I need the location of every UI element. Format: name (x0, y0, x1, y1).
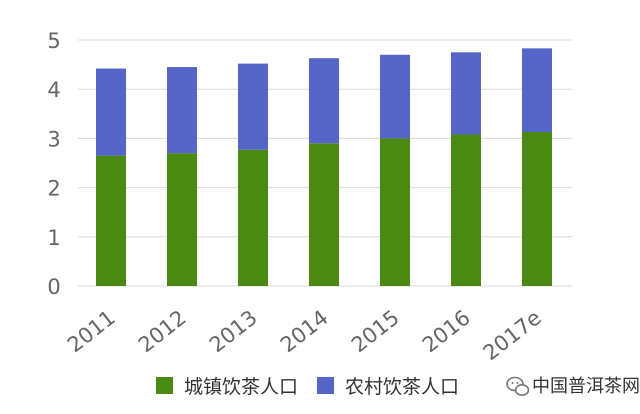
x-tick-label: 2016 (418, 305, 475, 357)
x-tick-label: 2013 (205, 305, 262, 357)
legend-swatch-urban (156, 377, 173, 394)
y-tick-label: 0 (47, 275, 60, 299)
x-tick-label: 2014 (276, 305, 333, 357)
y-tick-label: 3 (47, 127, 60, 151)
y-tick-label: 2 (47, 177, 60, 201)
bar-segment-rural (96, 68, 126, 156)
bar-segment-rural (238, 63, 268, 150)
legend-label-rural: 农村饮茶人口 (345, 376, 459, 398)
x-tick-label: 2012 (134, 305, 191, 357)
bar-segment-rural (380, 54, 410, 139)
bar-segment-urban (238, 149, 268, 286)
legend-label-urban: 城镇饮茶人口 (184, 376, 298, 398)
bar-segment-rural (522, 48, 552, 133)
x-axis: 2011 2012 2013 2014 2015 2016 2017e (63, 305, 546, 365)
bar-segment-urban (167, 153, 197, 286)
bar-segment-rural (309, 58, 339, 144)
y-tick-label: 4 (47, 78, 60, 102)
bar-segment-rural (451, 52, 481, 135)
y-tick-label: 5 (47, 29, 60, 53)
bar-segment-urban (451, 134, 481, 286)
watermark: 中国普洱茶网 (506, 376, 640, 397)
y-axis: 0 1 2 3 4 5 (47, 29, 60, 299)
bar-segment-urban (309, 143, 339, 286)
bar-segment-urban (380, 138, 410, 286)
bar-segment-urban (522, 132, 552, 286)
y-tick-label: 1 (47, 226, 60, 250)
wechat-icon (506, 376, 530, 396)
legend-swatch-rural (317, 377, 334, 394)
watermark-text: 中国普洱茶网 (532, 376, 640, 397)
x-tick-label: 2017e (479, 305, 546, 365)
bar-segment-urban (96, 155, 126, 286)
x-tick-label: 2011 (63, 305, 120, 357)
bar-segment-rural (167, 67, 197, 154)
bars (96, 48, 552, 286)
x-tick-label: 2015 (347, 305, 404, 357)
legend: 城镇饮茶人口 农村饮茶人口 (156, 376, 459, 398)
